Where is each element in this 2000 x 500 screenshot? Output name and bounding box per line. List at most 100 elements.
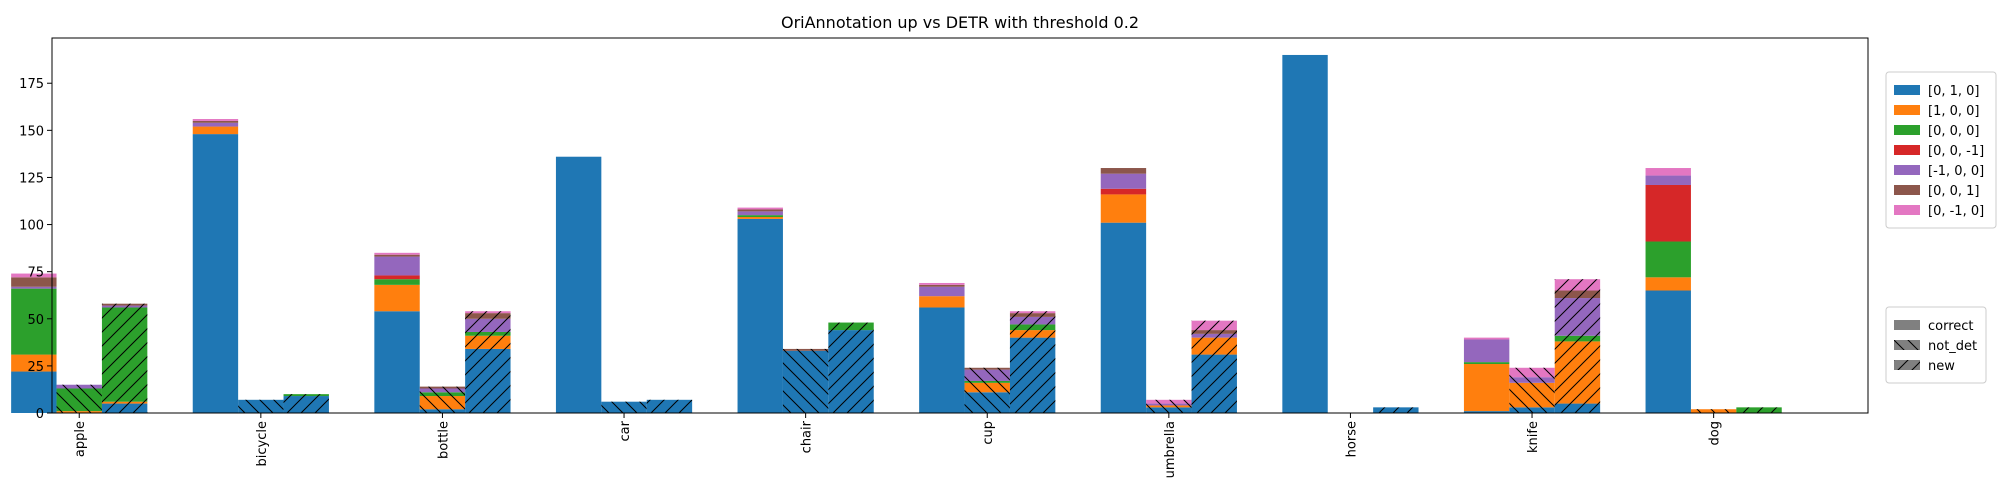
- bar-segment: [11, 288, 57, 355]
- bar-hatch-overlay: [1690, 409, 1737, 413]
- bar-hatch-overlay: [964, 367, 1010, 413]
- bar-segment: [919, 286, 965, 297]
- bar-segment: [374, 254, 420, 257]
- legend-label: [0, 1, 0]: [1928, 84, 1980, 99]
- bar-segment: [1463, 411, 1510, 413]
- bar-hatch-overlay: [1373, 407, 1419, 413]
- bar-segment: [374, 252, 420, 255]
- bar-segment: [737, 218, 783, 413]
- y-tick-label: 0: [36, 407, 44, 422]
- bar-hatch-overlay: [1146, 399, 1192, 413]
- x-axis: apple bicycle bottle car chair cup umbrella hor…: [73, 413, 1723, 478]
- bar-segment: [1100, 194, 1147, 223]
- plot-bars: [11, 54, 1782, 413]
- bar-hatch-overlay: [1554, 279, 1601, 413]
- bar-segment: [555, 156, 602, 413]
- bar-segment: [1463, 339, 1510, 363]
- legend-swatch: [1894, 145, 1920, 155]
- bar-segment: [737, 211, 783, 216]
- bar-segment: [1645, 241, 1691, 278]
- bar-segment: [1645, 290, 1691, 413]
- legend-label: [0, 0, -1]: [1928, 144, 1984, 159]
- y-tick-label: 50: [27, 313, 44, 328]
- bar-segment: [1100, 222, 1147, 413]
- y-tick-label: 175: [19, 77, 44, 92]
- bar-segment: [1282, 54, 1328, 413]
- y-tick-label: 125: [19, 171, 44, 186]
- bar-segment: [919, 284, 965, 287]
- y-tick-label: 150: [19, 124, 44, 139]
- bar-segment: [1100, 168, 1147, 174]
- bar-segment: [919, 296, 965, 308]
- bar-segment: [11, 371, 57, 413]
- legend-series: [0, 1, 0] [1, 0, 0] [0, 0, 0] [0, 0, -1] [-1…: [1885, 71, 1997, 229]
- legend-swatch: [1894, 105, 1920, 115]
- bar-hatch-overlay: [646, 399, 693, 413]
- legend-swatch: [1894, 125, 1920, 135]
- bar-segment: [11, 286, 57, 289]
- bar-segment: [192, 119, 239, 121]
- bar-segment: [1463, 364, 1510, 412]
- bar-segment: [1645, 175, 1691, 185]
- x-tick-label: bottle: [436, 421, 451, 459]
- bar-segment: [11, 354, 57, 372]
- bar-segment: [919, 282, 965, 285]
- legend-swatch: [1894, 205, 1920, 215]
- bar-hatch-overlay: [1009, 311, 1056, 413]
- bar-hatch-overlay: [465, 311, 511, 413]
- bar-segment: [374, 256, 420, 276]
- x-tick-label: bicycle: [255, 421, 270, 466]
- legend-swatch: [1894, 185, 1920, 195]
- x-tick-label: dog: [1708, 421, 1723, 445]
- x-tick-label: apple: [73, 421, 88, 457]
- bar-hatch-overlay: [828, 322, 874, 413]
- legend-swatch-hatch: [1894, 340, 1920, 350]
- x-tick-label: umbrella: [1163, 421, 1178, 478]
- bar-segment: [192, 122, 239, 127]
- bar-segment: [374, 284, 420, 312]
- bar-segment: [374, 279, 420, 285]
- bar-segment: [737, 215, 783, 218]
- bar-segment: [192, 134, 239, 413]
- bar-hatch-overlay: [1736, 407, 1782, 413]
- y-tick-label: 100: [19, 219, 44, 234]
- legend-label: not_det: [1928, 339, 1977, 354]
- bar-segment: [737, 217, 783, 219]
- legend-label: new: [1928, 359, 1955, 374]
- legend-swatch: [1894, 85, 1920, 95]
- bar-segment: [192, 126, 239, 135]
- bar-segment: [1463, 362, 1510, 365]
- bar-hatch-overlay: [1191, 320, 1237, 413]
- legend-swatch-hatch: [1894, 360, 1920, 370]
- bar-segment: [1463, 337, 1510, 340]
- bar-hatch-overlay: [56, 384, 102, 413]
- legend-label: [-1, 0, 0]: [1928, 164, 1984, 179]
- bar-hatch-overlay: [101, 303, 148, 413]
- bar-segment: [737, 207, 783, 210]
- y-tick-label: 75: [27, 266, 44, 281]
- y-tick-label: 25: [27, 360, 44, 375]
- bar-hatch-overlay: [601, 401, 647, 413]
- bar-segment: [1645, 277, 1691, 291]
- bar-segment: [1645, 168, 1691, 176]
- legend-label: [1, 0, 0]: [1928, 104, 1980, 119]
- y-axis: 0 25 50 75 100 125 150 175: [19, 77, 52, 422]
- legend-label: [0, 0, 1]: [1928, 184, 1980, 199]
- legend-label: correct: [1928, 319, 1974, 334]
- chart-title: OriAnnotation up vs DETR with threshold …: [781, 13, 1139, 32]
- bar-segment: [11, 277, 57, 287]
- x-tick-label: knife: [1526, 421, 1541, 453]
- plot-frame: [51, 37, 1869, 414]
- bar-segment: [1645, 184, 1691, 242]
- bar-segment: [737, 209, 783, 212]
- bar-hatch-overlay: [283, 394, 329, 413]
- bar-hatch-overlay: [782, 348, 829, 413]
- bar-hatch-overlay: [1509, 367, 1555, 413]
- legend-swatch: [1894, 320, 1920, 330]
- bar-segment: [11, 273, 57, 278]
- legend-label: [0, 0, 0]: [1928, 124, 1980, 139]
- x-tick-label: chair: [800, 420, 815, 453]
- bar-segment: [1100, 173, 1147, 189]
